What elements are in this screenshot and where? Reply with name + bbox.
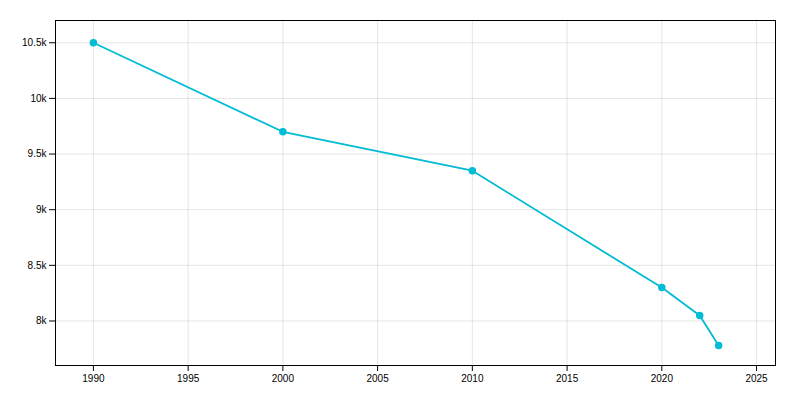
- svg-text:2015: 2015: [556, 373, 579, 384]
- svg-text:2025: 2025: [745, 373, 768, 384]
- svg-text:2005: 2005: [366, 373, 389, 384]
- svg-text:8.5k: 8.5k: [28, 260, 48, 271]
- svg-text:2010: 2010: [461, 373, 484, 384]
- svg-text:8k: 8k: [36, 315, 48, 326]
- svg-text:2020: 2020: [651, 373, 674, 384]
- svg-text:2000: 2000: [272, 373, 295, 384]
- svg-text:9.5k: 9.5k: [28, 148, 48, 159]
- svg-text:1990: 1990: [82, 373, 105, 384]
- svg-text:9k: 9k: [36, 204, 48, 215]
- svg-text:10.5k: 10.5k: [22, 37, 47, 48]
- svg-text:10k: 10k: [30, 93, 47, 104]
- svg-text:1995: 1995: [177, 373, 200, 384]
